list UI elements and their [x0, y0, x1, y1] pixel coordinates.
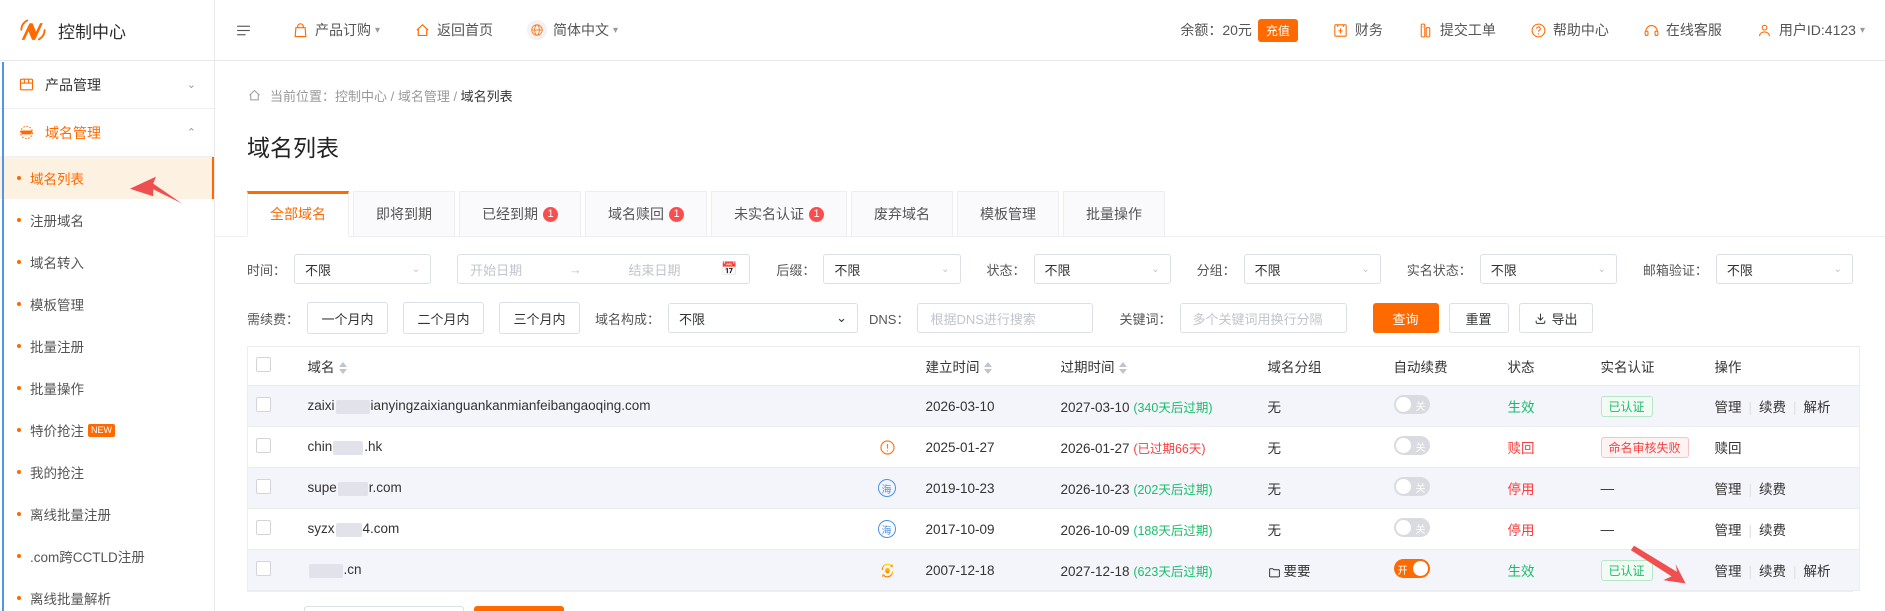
- svg-text:WWW: WWW: [21, 130, 32, 134]
